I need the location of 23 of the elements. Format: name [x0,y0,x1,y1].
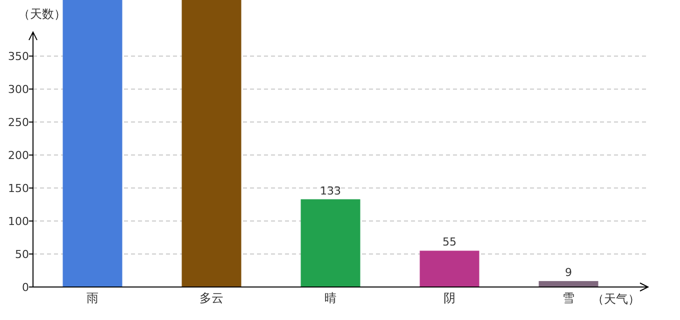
y-tick-label: 50 [15,248,29,262]
bar [300,199,360,287]
data-label: 9 [565,266,572,280]
data-label: 55 [442,236,456,249]
bar [420,250,480,287]
y-tick-label: 300 [8,83,29,96]
x-tick-label: 多云 [200,291,224,305]
y-tick-label: 100 [8,215,29,228]
x-tick-label: 雪 [562,291,574,305]
bar [538,281,598,287]
y-axis-title: （天数） [18,7,66,21]
x-tick-label: 晴 [324,291,336,305]
bar [62,0,122,287]
x-tick-label: 阴 [444,291,456,305]
y-tick-label: 0 [22,281,29,294]
data-label: 133 [320,184,341,198]
bar [182,0,242,287]
y-tick-label: 350 [8,50,29,64]
x-tick-label: 雨 [86,291,98,305]
y-tick-label: 150 [8,182,29,196]
y-tick-label: 200 [8,149,29,162]
y-tick-label: 250 [8,116,29,130]
x-axis-title: （天气） [592,292,640,306]
